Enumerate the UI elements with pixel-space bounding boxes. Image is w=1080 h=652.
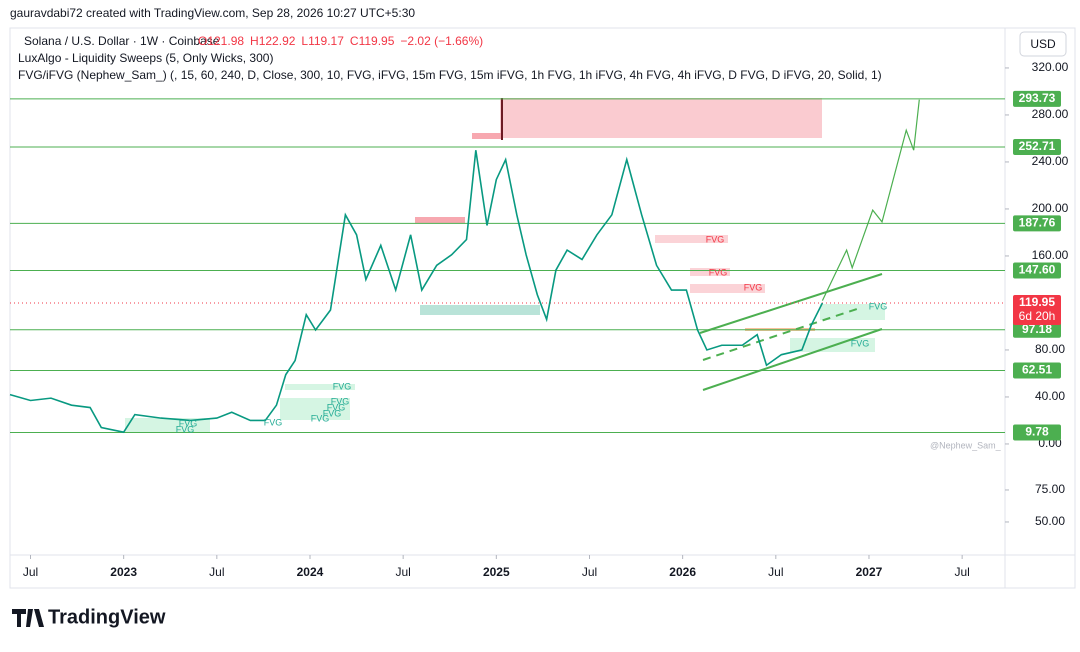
- fvg-zone: [415, 217, 465, 223]
- x-tick-label: Jul: [768, 565, 783, 579]
- fvg-label: FVG: [327, 402, 346, 412]
- supply-zone: [500, 98, 822, 138]
- y2-tick-label: 75.00: [1035, 482, 1065, 496]
- y-tick-label: 200.00: [1032, 201, 1069, 215]
- fvg-label: FVG: [706, 234, 725, 244]
- fvg-zone: [125, 418, 210, 432]
- fvg-zone: [280, 398, 350, 420]
- price-line: [821, 99, 920, 301]
- fvg-label: FVG: [176, 424, 195, 434]
- y-tick-label: 280.00: [1032, 107, 1069, 121]
- fvg-label: FVG: [709, 267, 728, 277]
- fvg-label: FVG: [311, 413, 330, 423]
- fvg-label: FVG: [264, 417, 283, 427]
- y-tick-label: 40.00: [1035, 389, 1065, 403]
- last-price-badge: [1013, 295, 1061, 326]
- fvg-zone: [420, 305, 540, 315]
- supply-zone: [472, 133, 502, 139]
- currency-button[interactable]: [1019, 31, 1067, 57]
- level-badge: [1013, 362, 1061, 379]
- y-tick-label: 160.00: [1032, 248, 1069, 262]
- fvg-zone: [690, 284, 765, 293]
- watermark: @Nephew_Sam_: [930, 440, 1002, 450]
- x-tick-label: 2023: [110, 565, 137, 579]
- fvg-label: FVG: [333, 381, 352, 391]
- fvg-label: FVG: [851, 338, 870, 348]
- ohlc: O121.98 H122.92 L119.17 C119.95 −2.02 (−1.66…: [198, 34, 483, 48]
- credit: gauravdabi72 created with TradingView.co…: [10, 6, 415, 20]
- price-line: [9, 150, 824, 434]
- y-tick-label: 80.00: [1035, 342, 1065, 356]
- y2-tick-label: 50.00: [1035, 514, 1065, 528]
- level-label: 252.71: [1019, 139, 1056, 153]
- level-label: 9.78: [1025, 425, 1049, 439]
- x-tick-label: 2026: [669, 565, 696, 579]
- countdown: 6d 20h: [1019, 309, 1056, 323]
- ohlc-value: O121.98: [198, 34, 244, 48]
- level-label: 62.51: [1022, 363, 1052, 377]
- drawings: [125, 98, 885, 432]
- x-tick-label: Jul: [582, 565, 597, 579]
- ohlc-value: H122.92: [250, 34, 296, 48]
- level-badge: [1013, 424, 1061, 441]
- level-badge: [1013, 321, 1061, 338]
- fvg-zone: [285, 384, 355, 390]
- level-label: 293.73: [1019, 91, 1056, 105]
- ohlc-value: L119.17: [301, 34, 344, 48]
- level-label: 97.18: [1022, 322, 1052, 336]
- brand: TradingView: [48, 606, 166, 628]
- y-tick-label: 320.00: [1032, 60, 1069, 74]
- logo-mark: [12, 609, 44, 627]
- ohlc-value: C119.95: [350, 34, 395, 48]
- x-tick-label: 2027: [856, 565, 883, 579]
- last-price-label: 119.95: [1019, 295, 1055, 309]
- fvg-label: FVG: [323, 408, 342, 418]
- currency[interactable]: USD: [1030, 37, 1056, 51]
- fvg-label: FVG: [744, 282, 763, 292]
- frame: [9, 27, 1076, 589]
- x-tick-label: Jul: [23, 565, 38, 579]
- fvg-zone: [690, 268, 730, 276]
- level-badge: [1013, 139, 1061, 156]
- level-badge: [1013, 215, 1061, 232]
- x-tick-label: Jul: [209, 565, 224, 579]
- x-tick-label: Jul: [954, 565, 969, 579]
- fvg-zone: [655, 235, 728, 243]
- ohlc-value: −2.02 (−1.66%): [400, 34, 483, 48]
- level-label: 187.76: [1019, 216, 1056, 230]
- x-tick-label: 2025: [483, 565, 510, 579]
- y-tick-label: 240.00: [1032, 154, 1069, 168]
- channel-line: [702, 328, 883, 391]
- brand-logo: TradingView: [12, 606, 166, 628]
- symbol: Solana / U.S. Dollar · 1W · Coinbase: [24, 34, 220, 48]
- fvg-label: FVG: [179, 418, 198, 428]
- level-badge: [1013, 90, 1061, 107]
- fvg-label: FVG: [869, 301, 888, 311]
- plot: [9, 98, 1005, 434]
- x-tick-label: 2024: [297, 565, 324, 579]
- level-label: 147.60: [1019, 263, 1056, 277]
- fvg-label: FVG: [331, 396, 350, 406]
- indicator: FVG/iFVG (Nephew_Sam_) (, 15, 60, 240, D…: [18, 68, 882, 82]
- indicator: LuxAlgo - Liquidity Sweeps (5, Only Wick…: [18, 51, 273, 65]
- x-tick-label: Jul: [395, 565, 410, 579]
- level-badge: [1013, 262, 1061, 279]
